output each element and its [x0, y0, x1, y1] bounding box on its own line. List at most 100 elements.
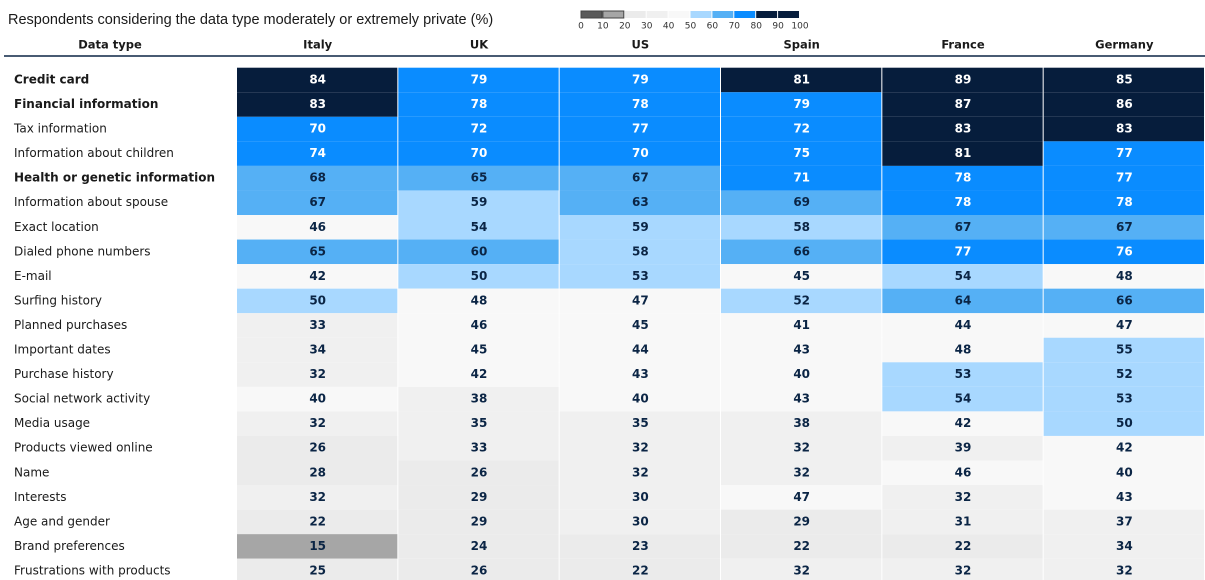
- row-label: Media usage: [14, 416, 90, 430]
- cell-label: 32: [793, 465, 810, 479]
- cell-label: 64: [955, 293, 972, 307]
- row-label: Planned purchases: [14, 318, 127, 332]
- heatmap-cell: [882, 411, 1043, 436]
- heatmap-cell: [559, 362, 720, 387]
- heatmap-cell: [882, 558, 1043, 580]
- cell-label: 33: [309, 318, 326, 332]
- heatmap-cell: [1043, 141, 1204, 166]
- heatmap-cell: [1043, 313, 1204, 338]
- heatmap-cell: [398, 534, 559, 559]
- cell-label: 22: [309, 514, 326, 528]
- cell-label: 50: [309, 293, 326, 307]
- cell-label: 78: [632, 97, 649, 111]
- cell-label: 83: [309, 97, 326, 111]
- heatmap-cell: [559, 165, 720, 191]
- heatmap-cell: [237, 165, 398, 191]
- heatmap-cell: [721, 288, 882, 314]
- cell-label: 32: [955, 490, 972, 504]
- row-label: Purchase history: [14, 367, 114, 381]
- heatmap-cell: [559, 509, 720, 535]
- row-label: Social network activity: [14, 392, 150, 406]
- cell-label: 53: [1116, 392, 1133, 406]
- heatmap-cell: [882, 116, 1043, 142]
- heatmap-cell: [721, 411, 882, 436]
- heatmap-cell: [398, 337, 559, 363]
- cell-label: 41: [793, 318, 810, 332]
- cell-label: 48: [471, 293, 488, 307]
- row-label: Financial information: [14, 97, 158, 111]
- cell-label: 60: [471, 244, 488, 258]
- heatmap-cell: [882, 215, 1043, 240]
- cell-label: 70: [632, 146, 649, 160]
- heatmap-cell: [237, 509, 398, 535]
- cell-label: 67: [955, 220, 972, 234]
- heatmap-cell: [882, 313, 1043, 338]
- legend-tick-label: 70: [729, 22, 741, 32]
- cell-label: 26: [471, 465, 488, 479]
- heatmap-cell: [721, 534, 882, 559]
- heatmap-cell: [398, 386, 559, 412]
- heatmap-cell: [721, 165, 882, 191]
- heatmap-cell: [1043, 558, 1204, 580]
- cell-label: 42: [471, 367, 488, 381]
- cell-label: 84: [309, 72, 326, 86]
- cell-label: 45: [632, 318, 649, 332]
- heatmap-cell: [721, 215, 882, 240]
- cell-label: 79: [471, 72, 488, 86]
- heatmap-cell: [882, 165, 1043, 191]
- row-header: Data type: [78, 38, 142, 52]
- heatmap-cell: [559, 215, 720, 240]
- cell-label: 52: [1116, 367, 1133, 381]
- cell-label: 79: [793, 97, 810, 111]
- cell-label: 40: [1116, 465, 1133, 479]
- cell-label: 32: [309, 490, 326, 504]
- heatmap-cell: [882, 460, 1043, 486]
- row-label: Credit card: [14, 72, 89, 86]
- cell-label: 74: [309, 146, 326, 160]
- legend-swatch: [734, 11, 756, 18]
- heatmap-cell: [1043, 485, 1204, 510]
- cell-label: 29: [471, 514, 488, 528]
- heatmap-cell: [721, 386, 882, 412]
- cell-label: 70: [471, 146, 488, 160]
- cell-label: 43: [793, 392, 810, 406]
- cell-label: 29: [793, 514, 810, 528]
- cell-label: 23: [632, 539, 649, 553]
- cell-label: 35: [471, 416, 488, 430]
- heatmap-cell: [721, 239, 882, 265]
- heatmap-cell: [398, 92, 559, 117]
- cell-label: 63: [632, 195, 649, 209]
- cell-label: 45: [471, 343, 488, 357]
- cell-label: 77: [1116, 146, 1133, 160]
- heatmap-cell: [559, 67, 720, 93]
- cell-label: 66: [793, 244, 810, 258]
- legend-tick-label: 80: [750, 22, 762, 32]
- heatmap-cell: [559, 239, 720, 265]
- heatmap-cell: [559, 534, 720, 559]
- heatmap-cell: [398, 485, 559, 510]
- heatmap-cell: [1043, 264, 1204, 289]
- cell-label: 40: [793, 367, 810, 381]
- heatmap-cell: [882, 386, 1043, 412]
- heatmap-cell: [398, 288, 559, 314]
- row-label: Products viewed online: [14, 441, 153, 455]
- cell-label: 89: [955, 72, 972, 86]
- heatmap-cell: [1043, 190, 1204, 215]
- cell-label: 85: [1116, 72, 1133, 86]
- cell-label: 47: [1116, 318, 1133, 332]
- cell-label: 46: [309, 220, 326, 234]
- legend-tick-label: 50: [685, 22, 697, 32]
- row-label: Interests: [14, 490, 67, 504]
- heatmap-cell: [237, 116, 398, 142]
- heatmap-cell: [559, 264, 720, 289]
- row-label: Age and gender: [14, 514, 110, 528]
- cell-label: 48: [1116, 269, 1133, 283]
- cell-label: 78: [955, 195, 972, 209]
- legend-tick-label: 20: [619, 22, 631, 32]
- cell-label: 26: [309, 441, 326, 455]
- cell-label: 48: [955, 343, 972, 357]
- heatmap-cell: [559, 92, 720, 117]
- heatmap-cell: [398, 460, 559, 486]
- heatmap-cell: [559, 337, 720, 363]
- heatmap-cell: [398, 215, 559, 240]
